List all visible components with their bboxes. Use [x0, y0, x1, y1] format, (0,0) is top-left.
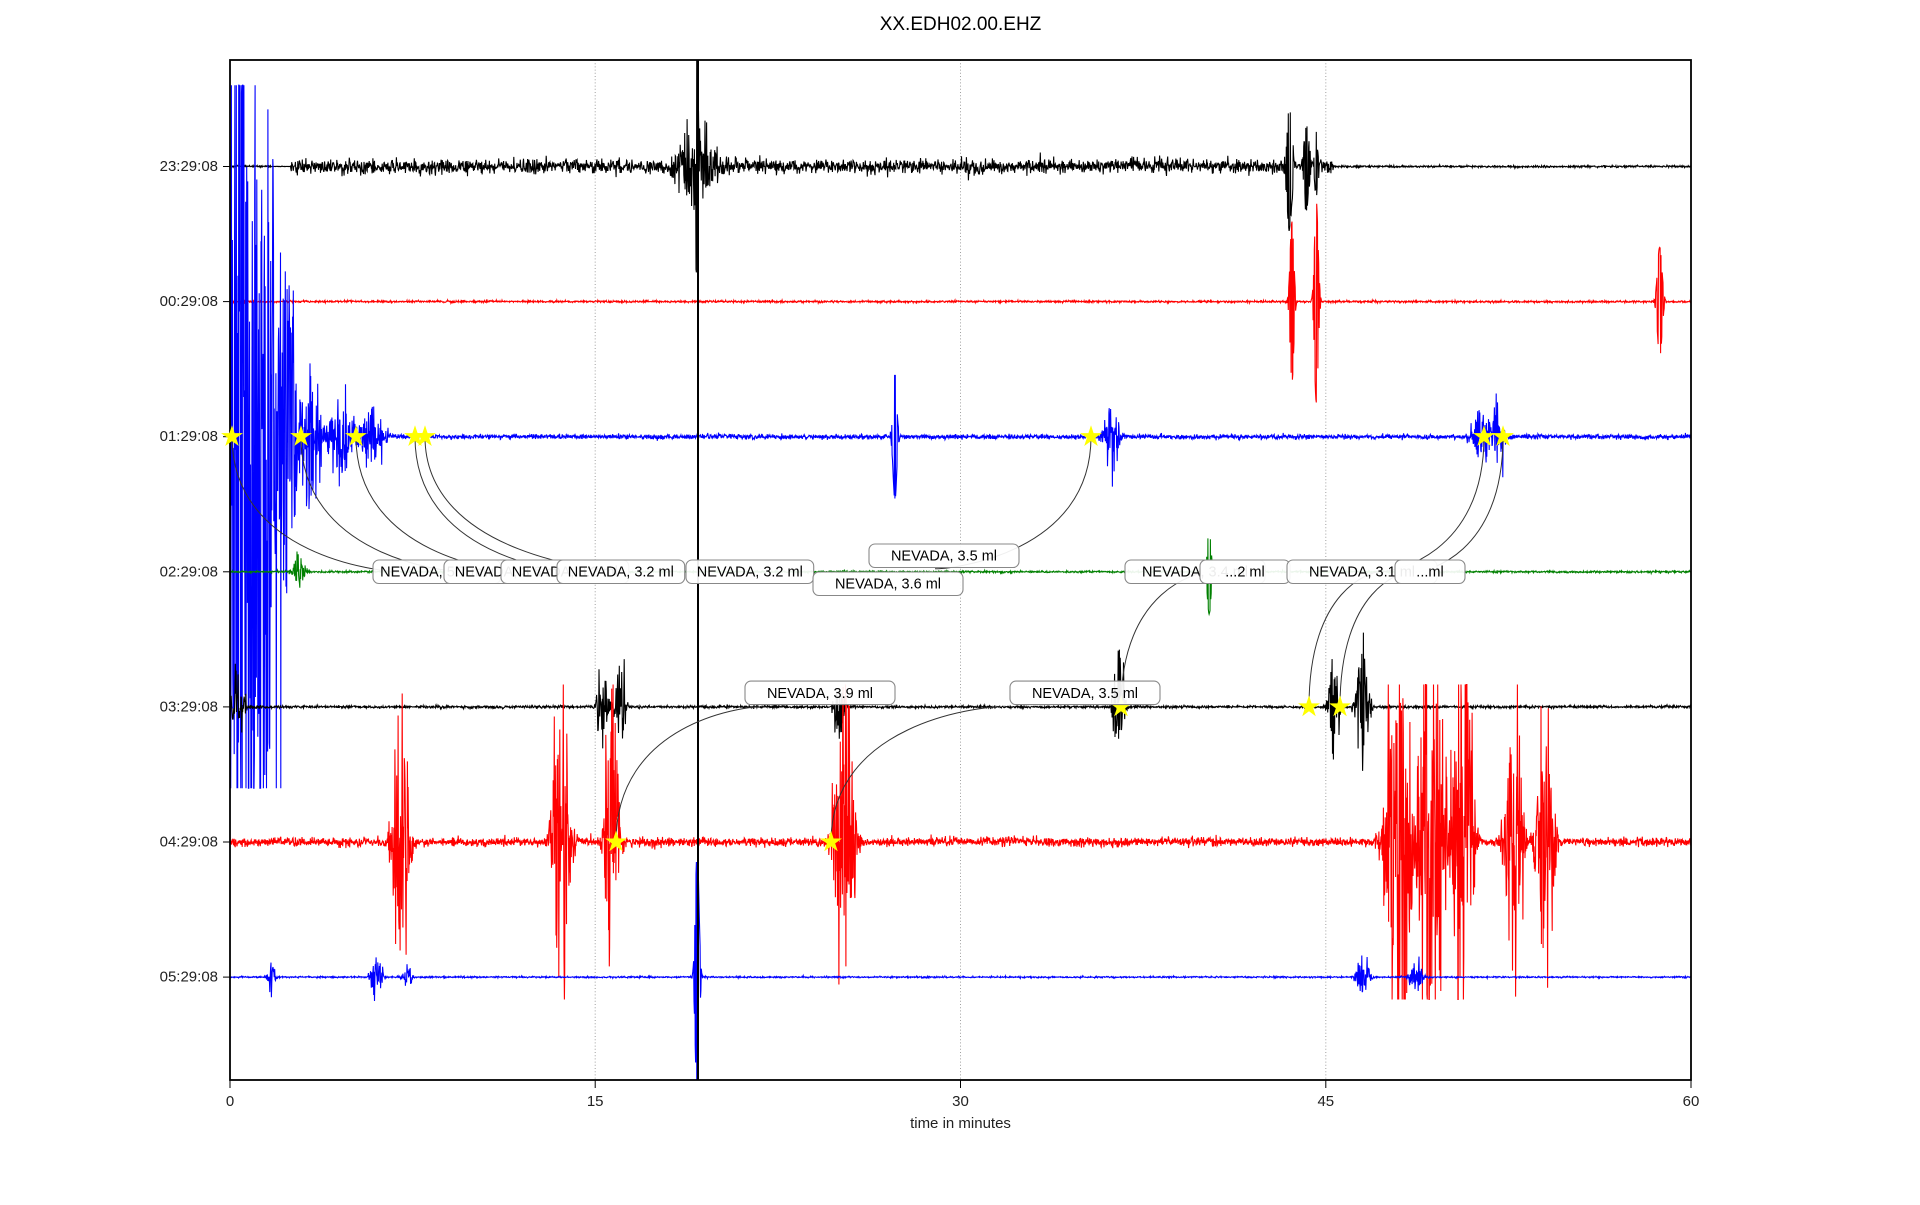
svg-text:01:29:08: 01:29:08	[160, 428, 218, 445]
svg-text:NEVADA, 3.2 ml: NEVADA, 3.2 ml	[568, 565, 674, 581]
svg-text:NEVADA, 3.6 ml: NEVADA, 3.6 ml	[835, 577, 941, 593]
svg-text:0: 0	[226, 1093, 234, 1110]
svg-text:XX.EDH02.00.EHZ: XX.EDH02.00.EHZ	[880, 14, 1042, 35]
svg-text:04:29:08: 04:29:08	[160, 834, 218, 851]
svg-text:...ml: ...ml	[1416, 565, 1443, 581]
svg-text:05:29:08: 05:29:08	[160, 969, 218, 986]
svg-text:03:29:08: 03:29:08	[160, 698, 218, 715]
svg-text:...2 ml: ...2 ml	[1225, 565, 1264, 581]
svg-text:15: 15	[587, 1093, 604, 1110]
svg-text:60: 60	[1683, 1093, 1700, 1110]
svg-text:NEVADA, 3.5 ml: NEVADA, 3.5 ml	[891, 549, 997, 565]
svg-text:time in minutes: time in minutes	[910, 1115, 1011, 1132]
svg-text:45: 45	[1317, 1093, 1334, 1110]
svg-text:NEVADA, 3.9 ml: NEVADA, 3.9 ml	[767, 686, 873, 702]
svg-text:02:29:08: 02:29:08	[160, 563, 218, 580]
svg-text:NEVADA, 3.2 ml: NEVADA, 3.2 ml	[697, 565, 803, 581]
svg-text:23:29:08: 23:29:08	[160, 158, 218, 175]
svg-text:00:29:08: 00:29:08	[160, 293, 218, 310]
svg-text:NEVADA, 3.5 ml: NEVADA, 3.5 ml	[1032, 686, 1138, 702]
svg-text:30: 30	[952, 1093, 969, 1110]
